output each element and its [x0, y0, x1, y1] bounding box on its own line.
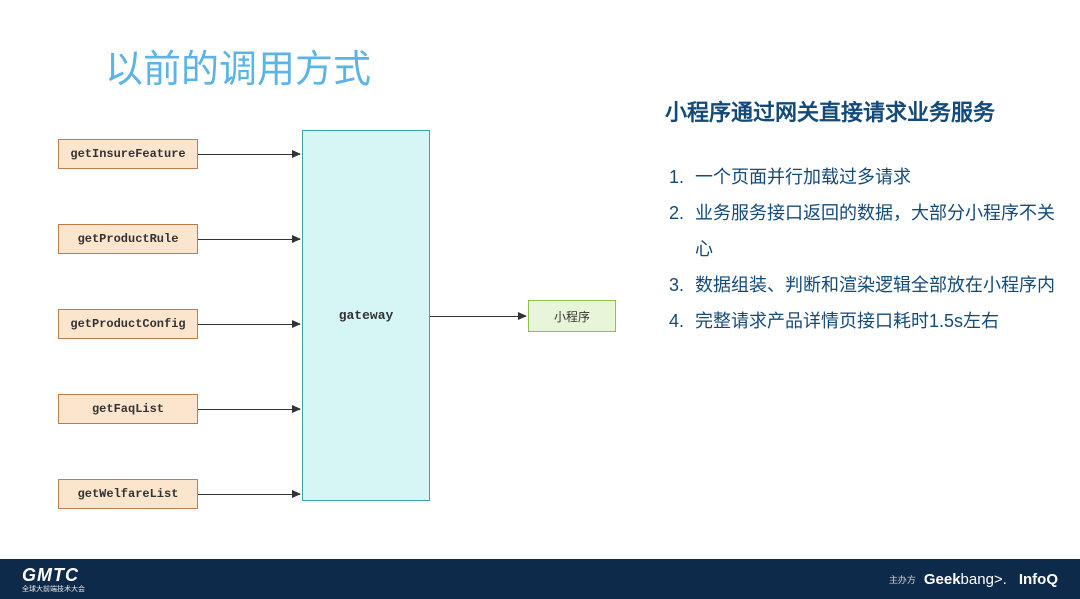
- description-list: 一个页面并行加载过多请求业务服务接口返回的数据，大部分小程序不关心数据组装、判断…: [689, 159, 1065, 339]
- description-heading: 小程序通过网关直接请求业务服务: [665, 95, 1065, 127]
- description-column: 小程序通过网关直接请求业务服务 一个页面并行加载过多请求业务服务接口返回的数据，…: [665, 95, 1065, 339]
- description-item-3: 数据组装、判断和渲染逻辑全部放在小程序内: [689, 267, 1065, 303]
- miniapp-node: 小程序: [528, 300, 616, 332]
- api-node-getProductConfig: getProductConfig: [58, 309, 198, 339]
- arrow-getWelfareList-to-gateway: [198, 494, 300, 495]
- arrow-getProductConfig-to-gateway: [198, 324, 300, 325]
- api-node-getWelfareList: getWelfareList: [58, 479, 198, 509]
- architecture-diagram: gateway 小程序 getInsureFeature getProductRu…: [58, 130, 658, 500]
- footer-logo-geekbang: Geekbang>.: [924, 571, 1007, 588]
- description-item-1: 一个页面并行加载过多请求: [689, 159, 1065, 195]
- page-title: 以前的调用方式: [105, 38, 371, 93]
- api-node-getProductRule: getProductRule: [58, 224, 198, 254]
- footer-logo-gmtc: GMTC 全球大前端技术大会: [22, 566, 85, 593]
- description-item-2: 业务服务接口返回的数据，大部分小程序不关心: [689, 195, 1065, 267]
- footer-host-label: 主办方: [889, 573, 916, 586]
- description-item-4: 完整请求产品详情页接口耗时1.5s左右: [689, 303, 1065, 339]
- arrow-gateway-to-miniapp: [430, 316, 526, 317]
- gateway-node: gateway: [302, 130, 430, 501]
- footer-bar: GMTC 全球大前端技术大会 主办方 Geekbang>. InfoQ: [0, 559, 1080, 599]
- arrow-getProductRule-to-gateway: [198, 239, 300, 240]
- arrow-getInsureFeature-to-gateway: [198, 154, 300, 155]
- footer-logo-infoq: InfoQ: [1019, 571, 1058, 588]
- arrow-getFaqList-to-gateway: [198, 409, 300, 410]
- footer-sponsors: 主办方 Geekbang>. InfoQ: [889, 571, 1058, 588]
- api-node-getFaqList: getFaqList: [58, 394, 198, 424]
- api-node-getInsureFeature: getInsureFeature: [58, 139, 198, 169]
